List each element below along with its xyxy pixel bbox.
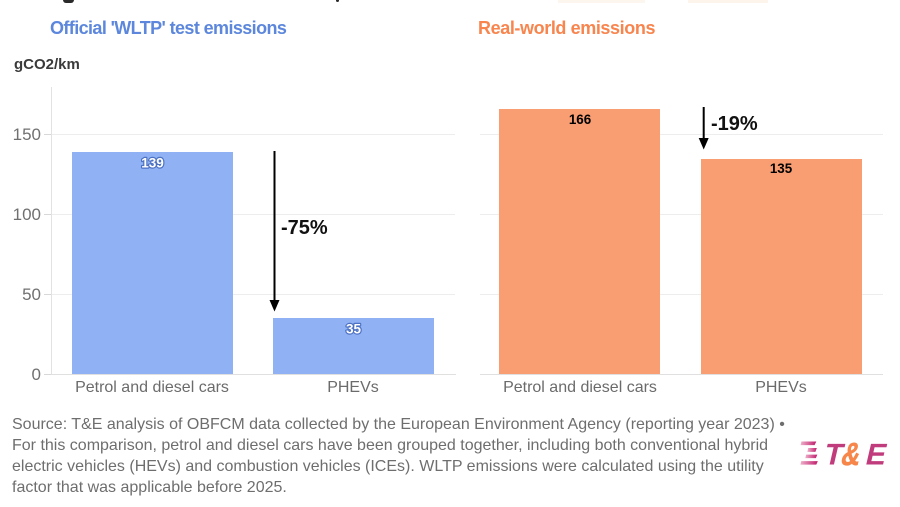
svg-text:E: E xyxy=(863,438,891,468)
svg-text:139: 139 xyxy=(141,156,164,171)
svg-text:35: 35 xyxy=(346,322,362,337)
